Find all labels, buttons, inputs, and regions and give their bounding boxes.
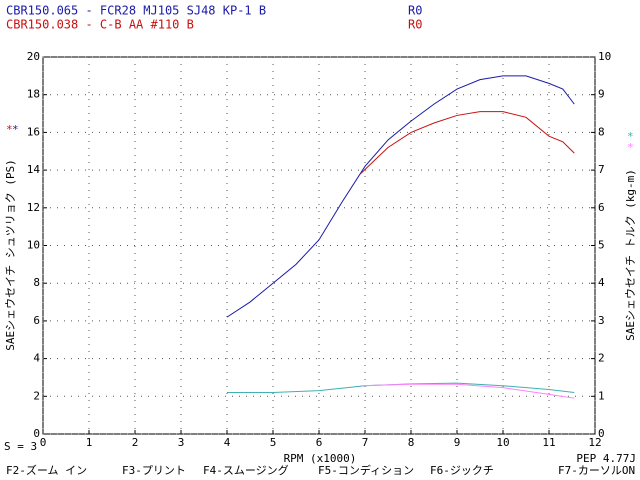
axis-mark: * bbox=[627, 130, 634, 143]
series-line bbox=[360, 383, 575, 399]
y-tick-label: 4 bbox=[33, 352, 40, 365]
y-tick-label: 14 bbox=[27, 163, 41, 176]
function-key: F2-ズーム イン bbox=[6, 463, 87, 477]
x-tick-label: 1 bbox=[86, 436, 93, 449]
x-tick-label: 6 bbox=[316, 436, 323, 449]
y-tick-label: 10 bbox=[27, 239, 40, 252]
y2-tick-label: 2 bbox=[598, 352, 605, 365]
x-tick-label: 9 bbox=[454, 436, 461, 449]
y-tick-label: 16 bbox=[27, 125, 40, 138]
x-tick-label: 8 bbox=[408, 436, 415, 449]
x-tick-label: 2 bbox=[132, 436, 139, 449]
y2-tick-label: 3 bbox=[598, 314, 605, 327]
x-tick-label: 4 bbox=[224, 436, 231, 449]
y2-tick-label: 6 bbox=[598, 201, 605, 214]
function-key: F5-コンディション bbox=[318, 463, 414, 477]
function-key: F6-ジックチ bbox=[430, 464, 494, 477]
y2-tick-label: 7 bbox=[598, 163, 605, 176]
y2-tick-label: 0 bbox=[598, 427, 605, 440]
x-tick-label: 10 bbox=[496, 436, 509, 449]
x-tick-label: 5 bbox=[270, 436, 277, 449]
y2-tick-label: 1 bbox=[598, 389, 605, 402]
function-key: F3-プリント bbox=[122, 464, 186, 477]
y-tick-label: 18 bbox=[27, 88, 40, 101]
y2-axis-label: SAEシェウセイチ トルク (kg-m) bbox=[624, 169, 637, 341]
series-line bbox=[226, 75, 575, 318]
x-tick-label: 0 bbox=[40, 436, 47, 449]
smoothing: S = 3 bbox=[4, 440, 37, 453]
y2-tick-label: 5 bbox=[598, 239, 605, 252]
y2-tick-label: 10 bbox=[598, 50, 611, 63]
y-tick-label: 0 bbox=[33, 427, 40, 440]
y-tick-label: 6 bbox=[33, 314, 40, 327]
axis-mark: * bbox=[12, 123, 19, 136]
y-tick-label: 20 bbox=[27, 50, 40, 63]
y-tick-label: 12 bbox=[27, 201, 40, 214]
axis-mark: * bbox=[6, 123, 13, 136]
header-tag: R0 bbox=[408, 18, 422, 32]
y-axis-label: SAEシェウセイチ シュツリョク (PS) bbox=[4, 159, 17, 351]
axis-mark: * bbox=[627, 141, 634, 154]
x-axis-label: RPM (x1000) bbox=[284, 452, 357, 465]
y2-tick-label: 8 bbox=[598, 125, 605, 138]
pep: PEP 4.77J bbox=[576, 452, 636, 465]
header-text: CBR150.065 - FCR28 MJ105 SJ48 KP-1 B bbox=[6, 4, 266, 18]
x-tick-label: 11 bbox=[542, 436, 555, 449]
header-text: CBR150.038 - C-B AA #110 B bbox=[6, 18, 194, 32]
x-tick-label: 7 bbox=[362, 436, 369, 449]
y-tick-label: 8 bbox=[33, 276, 40, 289]
y-tick-label: 2 bbox=[33, 389, 40, 402]
function-key: F7-カーソルON bbox=[558, 464, 635, 477]
x-tick-label: 3 bbox=[178, 436, 185, 449]
y2-tick-label: 9 bbox=[598, 88, 605, 101]
x-tick-label: 12 bbox=[588, 436, 601, 449]
y2-tick-label: 4 bbox=[598, 276, 605, 289]
series-line bbox=[360, 111, 575, 175]
function-key: F4-スムージング bbox=[203, 463, 289, 477]
header-tag: R0 bbox=[408, 4, 422, 18]
